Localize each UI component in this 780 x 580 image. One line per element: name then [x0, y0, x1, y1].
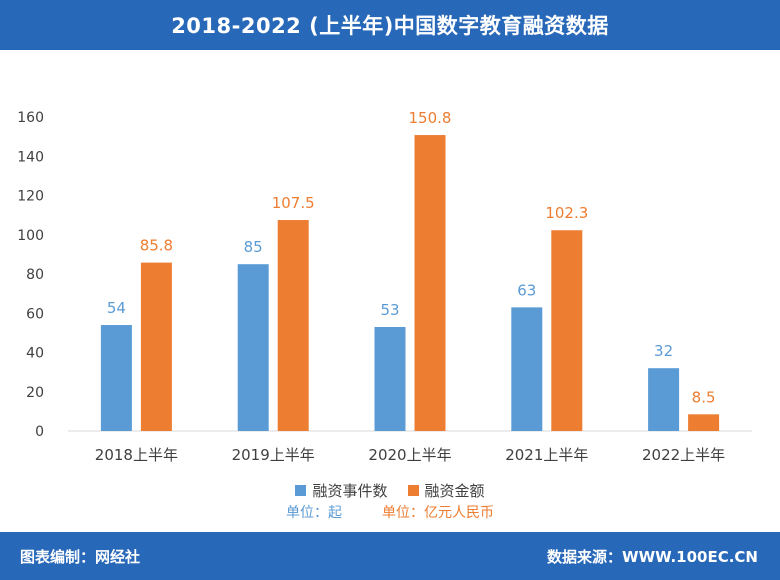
x-tick-label: 2020上半年 — [368, 446, 451, 464]
unit-events: 单位：起 — [286, 505, 342, 521]
data-label-amount: 107.5 — [272, 194, 315, 212]
y-tick-label: 0 — [35, 424, 44, 440]
legend: 融资事件数 融资金额 — [0, 477, 780, 503]
data-label-amount: 8.5 — [692, 388, 716, 406]
bar-amount — [140, 262, 172, 431]
footer-bar: 图表编制：网经社 数据来源：WWW.100EC.CN — [0, 532, 780, 580]
bar-amount — [277, 220, 309, 431]
bar-events — [374, 326, 406, 431]
footer-source: 数据来源：WWW.100EC.CN — [547, 548, 758, 566]
y-tick-label: 160 — [17, 110, 44, 126]
data-label-events: 53 — [380, 301, 399, 319]
unit-amount: 单位：亿元人民币 — [382, 505, 494, 521]
data-label-events: 63 — [517, 281, 536, 299]
bar-amount — [414, 135, 446, 431]
data-label-amount: 102.3 — [545, 204, 588, 222]
legend-swatch-events — [295, 484, 307, 496]
legend-item-amount: 融资金额 — [407, 480, 485, 501]
y-tick-label: 120 — [17, 189, 44, 205]
chart-area: 0 20 40 60 80 100 120 140 160 54 85.8 2018上半年 85 107.… — [0, 50, 780, 532]
bar-events — [100, 325, 132, 431]
data-label-events: 54 — [107, 299, 126, 317]
x-tick-label: 2019上半年 — [232, 446, 315, 464]
y-tick-label: 100 — [17, 228, 44, 244]
data-label-amount: 150.8 — [409, 109, 452, 127]
bar-events — [511, 307, 543, 431]
bar-events — [648, 368, 680, 431]
legend-label-events: 融资事件数 — [312, 481, 388, 500]
bar-events — [237, 264, 269, 431]
y-tick-label: 140 — [17, 149, 44, 165]
chart-title: 2018-2022 (上半年)中国数字教育融资数据 — [0, 0, 780, 50]
x-tick-label: 2022上半年 — [642, 446, 725, 464]
bar-chart: 0 20 40 60 80 100 120 140 160 54 85.8 2018上半年 85 107.… — [17, 109, 752, 464]
data-label-events: 32 — [654, 342, 673, 360]
legend-swatch-amount — [407, 484, 419, 496]
y-tick-label: 40 — [26, 346, 44, 362]
data-label-events: 85 — [244, 238, 263, 256]
footer-credit: 图表编制：网经社 — [20, 548, 141, 566]
legend-item-events: 融资事件数 — [295, 480, 388, 501]
bar-amount — [551, 230, 583, 431]
y-tick-label: 60 — [26, 306, 44, 322]
legend-label-amount: 融资金额 — [424, 481, 485, 500]
y-tick-label: 20 — [26, 385, 44, 401]
x-tick-label: 2018上半年 — [95, 446, 178, 464]
y-tick-label: 80 — [26, 267, 44, 283]
units-note: 单位：起 单位：亿元人民币 — [0, 502, 780, 524]
data-label-amount: 85.8 — [140, 237, 173, 255]
x-tick-label: 2021上半年 — [505, 446, 588, 464]
bar-amount — [688, 414, 720, 431]
